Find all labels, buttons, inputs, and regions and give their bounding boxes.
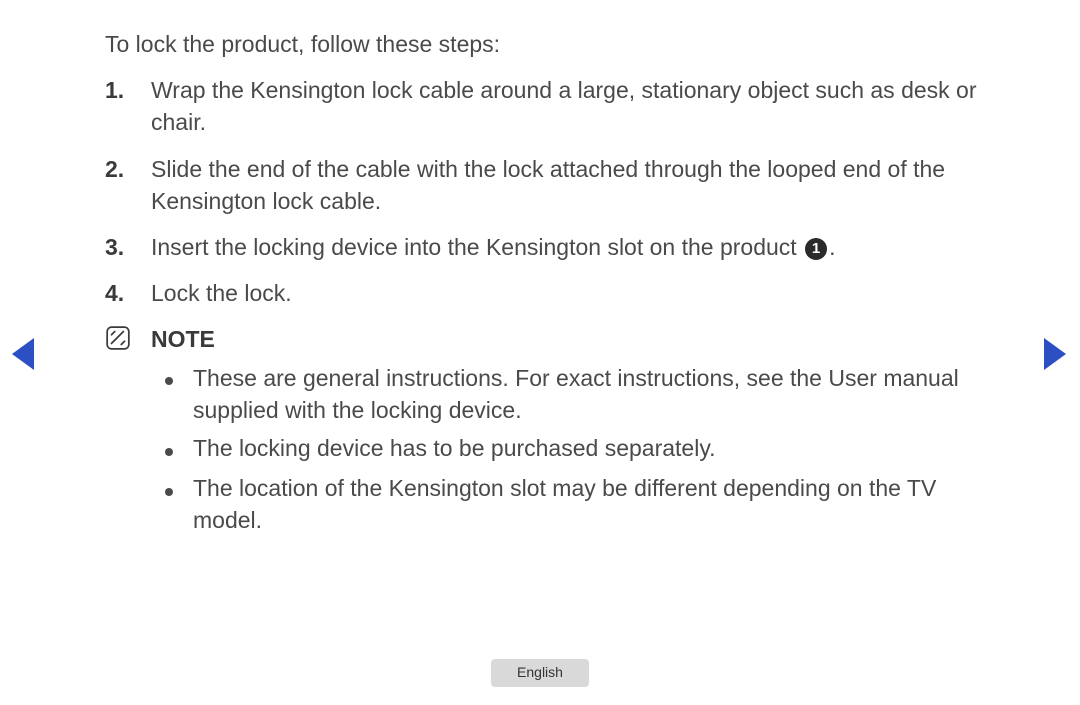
step-text: Slide the end of the cable with the lock… [151,153,980,217]
bullet-icon [165,432,193,466]
bullet-icon [165,362,193,426]
step-number: 1. [105,74,151,138]
step-text-a: Insert the locking device into the Kensi… [151,234,803,260]
step-text: Lock the lock. [151,277,980,309]
bullet-text: The locking device has to be purchased s… [193,432,980,466]
step-number: 4. [105,277,151,309]
step-number: 3. [105,231,151,263]
note-block: NOTE These are general instructions. For… [105,323,980,542]
page-content: To lock the product, follow these steps:… [0,0,1080,542]
step-text: Insert the locking device into the Kensi… [151,231,980,263]
step-text: Wrap the Kensington lock cable around a … [151,74,980,138]
bullet-icon [165,472,193,536]
note-label: NOTE [151,323,980,355]
bullet-text: The location of the Kensington slot may … [193,472,980,536]
step-3: 3. Insert the locking device into the Ke… [105,231,980,263]
language-badge: English [491,659,589,687]
note-bullet: These are general instructions. For exac… [151,362,980,426]
note-icon [105,323,151,542]
step-1: 1. Wrap the Kensington lock cable around… [105,74,980,138]
intro-text: To lock the product, follow these steps: [105,28,980,60]
step-4: 4. Lock the lock. [105,277,980,309]
reference-marker-1: 1 [805,238,827,260]
note-body: NOTE These are general instructions. For… [151,323,980,542]
note-bullet: The locking device has to be purchased s… [151,432,980,466]
step-number: 2. [105,153,151,217]
bullet-text: These are general instructions. For exac… [193,362,980,426]
step-text-b: . [829,234,835,260]
note-bullet: The location of the Kensington slot may … [151,472,980,536]
next-page-arrow[interactable] [1044,338,1066,370]
step-2: 2. Slide the end of the cable with the l… [105,153,980,217]
previous-page-arrow[interactable] [12,338,34,370]
